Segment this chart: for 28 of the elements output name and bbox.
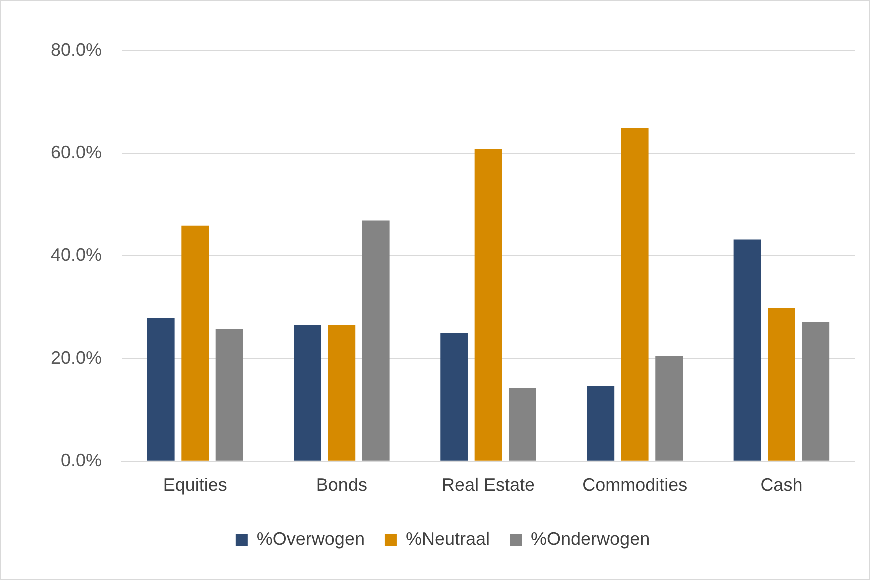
x-tick-label: Real Estate <box>442 475 536 496</box>
bar <box>587 386 615 461</box>
y-tick-label: 80.0% <box>50 40 102 60</box>
x-tick-label: Commodities <box>582 475 688 496</box>
bar <box>656 356 683 461</box>
bar <box>362 220 390 461</box>
y-tick-label: 0.0% <box>61 450 102 470</box>
bar <box>294 325 322 461</box>
y-tick-label: 20.0% <box>50 348 102 368</box>
x-tick-label: Equities <box>163 475 228 496</box>
bar <box>147 318 175 461</box>
bar <box>802 322 830 461</box>
legend-label: %Overwogen <box>256 528 365 549</box>
bar <box>216 329 244 461</box>
x-tick-label: Bonds <box>316 475 368 496</box>
bar <box>440 333 468 461</box>
y-tick-label: 40.0% <box>50 245 102 266</box>
bar <box>182 226 210 461</box>
legend-label: %Onderwogen <box>531 528 650 549</box>
bar <box>328 325 356 461</box>
legend-label: %Neutraal <box>406 528 490 549</box>
bar <box>509 388 536 461</box>
bar <box>768 308 796 461</box>
bar <box>474 149 502 461</box>
x-tick-label: Cash <box>760 475 803 496</box>
bar <box>734 240 762 461</box>
y-tick-label: 60.0% <box>50 142 102 163</box>
bar <box>621 128 649 461</box>
